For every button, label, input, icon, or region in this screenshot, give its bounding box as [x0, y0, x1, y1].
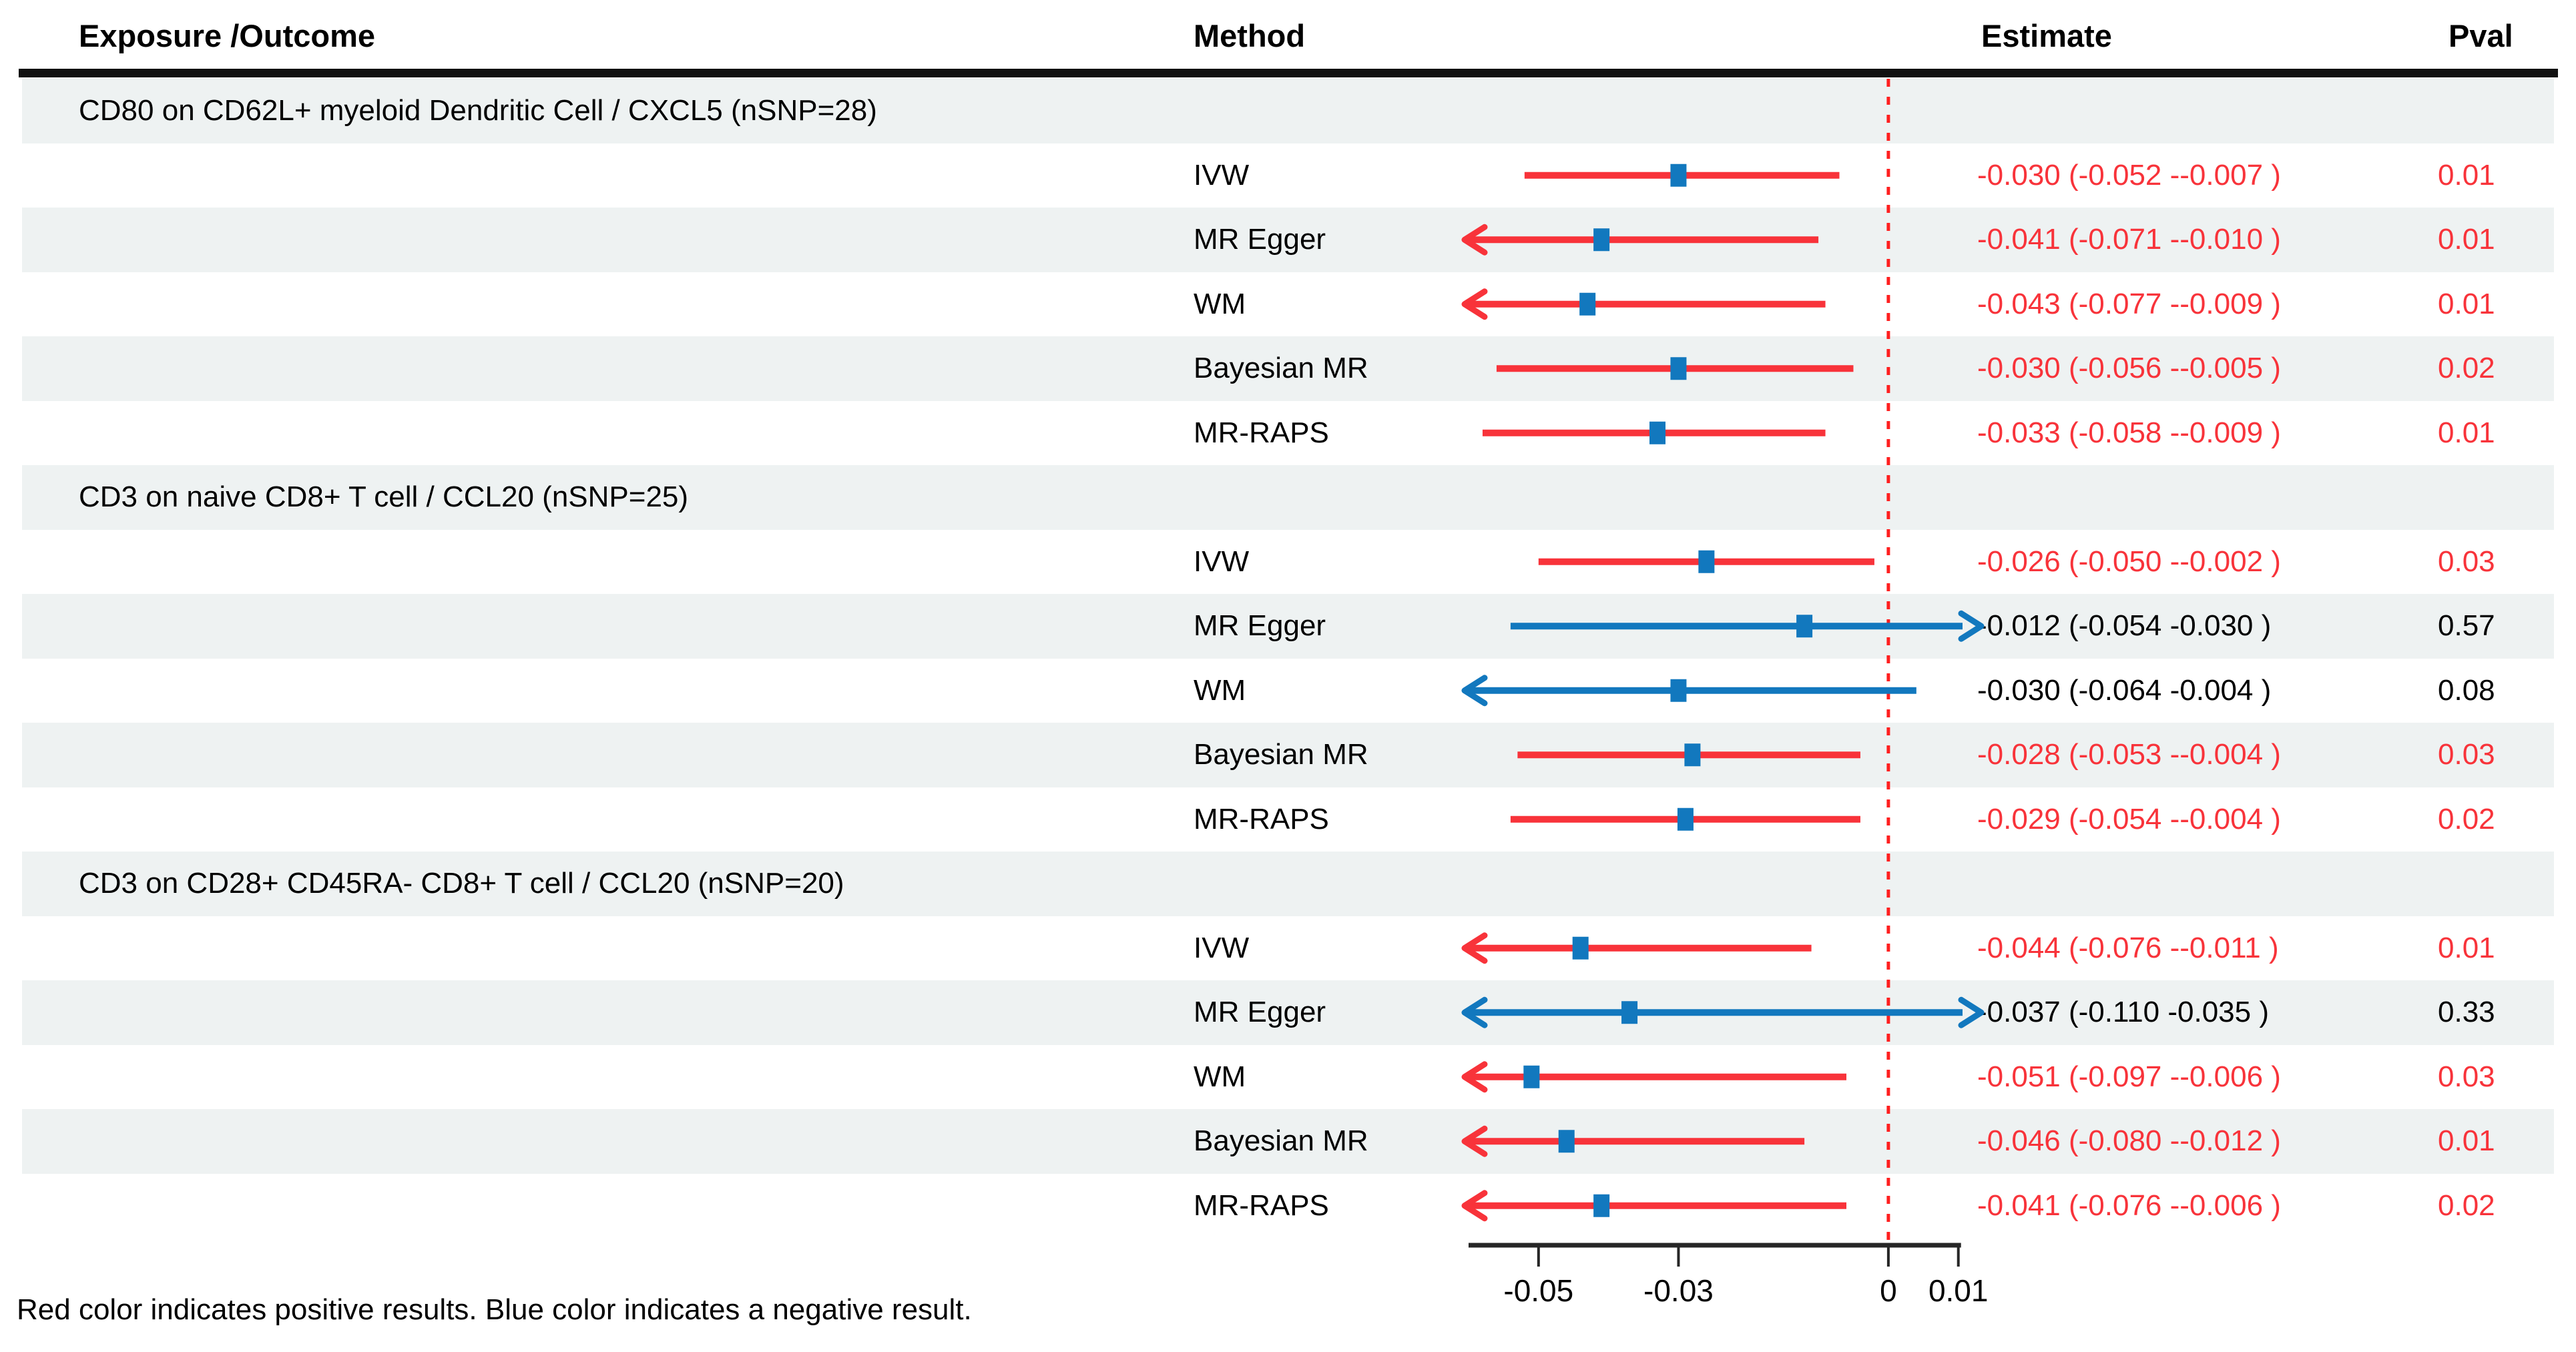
method-label: Bayesian MR [1194, 352, 1368, 384]
group-title-row: CD3 on naive CD8+ T cell / CCL20 (nSNP=2… [0, 465, 2576, 530]
pval-value: 0.01 [2438, 1124, 2495, 1157]
method-row: WM -0.030 (-0.064 -0.004 ) 0.08 [0, 659, 2576, 723]
pval-value: 0.03 [2438, 738, 2495, 771]
method-row: MR Egger -0.012 (-0.054 -0.030 ) 0.57 [0, 594, 2576, 659]
method-row: Bayesian MR -0.046 (-0.080 --0.012 ) 0.01 [0, 1109, 2576, 1174]
method-row: MR-RAPS -0.029 (-0.054 --0.004 ) 0.02 [0, 787, 2576, 852]
estimate-value: -0.046 (-0.080 --0.012 ) [1977, 1124, 2281, 1157]
estimate-value: -0.051 (-0.097 --0.006 ) [1977, 1060, 2281, 1093]
estimate-value: -0.030 (-0.056 --0.005 ) [1977, 352, 2281, 384]
estimate-value: -0.012 (-0.054 -0.030 ) [1977, 609, 2272, 642]
estimate-value: -0.041 (-0.076 --0.006 ) [1977, 1189, 2281, 1222]
pval-value: 0.01 [2438, 416, 2495, 449]
pval-value: 0.01 [2438, 287, 2495, 320]
figure-caption: Red color indicates positive results. Bl… [17, 1293, 972, 1326]
method-label: IVW [1194, 158, 1250, 192]
x-axis-tick-label: 0 [1880, 1273, 1897, 1308]
method-row: MR Egger -0.041 (-0.071 --0.010 ) 0.01 [0, 208, 2576, 272]
method-label: MR-RAPS [1194, 1189, 1329, 1222]
method-row: IVW -0.026 (-0.050 --0.002 ) 0.03 [0, 530, 2576, 595]
method-label: WM [1194, 287, 1246, 320]
group-title-label: CD3 on naive CD8+ T cell / CCL20 (nSNP=2… [79, 480, 689, 513]
method-row: MR-RAPS -0.041 (-0.076 --0.006 ) 0.02 [0, 1174, 2576, 1239]
column-header-method: Method [1194, 18, 1306, 53]
method-label: IVW [1194, 931, 1250, 964]
method-row: WM -0.043 (-0.077 --0.009 ) 0.01 [0, 272, 2576, 337]
method-label: Bayesian MR [1194, 1124, 1368, 1157]
x-axis-tick-label: 0.01 [1928, 1273, 1989, 1308]
estimate-value: -0.033 (-0.058 --0.009 ) [1977, 416, 2281, 449]
pval-value: 0.02 [2438, 352, 2495, 384]
pval-value: 0.08 [2438, 673, 2495, 707]
x-axis-tick-label: -0.03 [1643, 1273, 1714, 1308]
pval-value: 0.01 [2438, 158, 2495, 192]
method-label: Bayesian MR [1194, 738, 1368, 771]
group-title-label: CD3 on CD28+ CD45RA- CD8+ T cell / CCL20… [79, 867, 844, 900]
method-row: IVW -0.044 (-0.076 --0.011 ) 0.01 [0, 916, 2576, 981]
column-header-estimate: Estimate [1981, 18, 2112, 53]
column-header-pval: Pval [2449, 18, 2513, 53]
method-label: MR Egger [1194, 223, 1326, 256]
estimate-value: -0.026 (-0.050 --0.002 ) [1977, 545, 2281, 578]
header-divider [19, 69, 2558, 77]
pval-value: 0.02 [2438, 802, 2495, 835]
pval-value: 0.03 [2438, 1060, 2495, 1093]
estimate-value: -0.043 (-0.077 --0.009 ) [1977, 287, 2281, 320]
group-title-row: CD80 on CD62L+ myeloid Dendritic Cell / … [0, 79, 2576, 143]
pval-value: 0.57 [2438, 609, 2495, 642]
x-axis-tick-label: -0.05 [1503, 1273, 1573, 1308]
method-label: MR Egger [1194, 609, 1326, 642]
method-row: Bayesian MR -0.028 (-0.053 --0.004 ) 0.03 [0, 723, 2576, 787]
method-row: MR-RAPS -0.033 (-0.058 --0.009 ) 0.01 [0, 401, 2576, 466]
method-row: WM -0.051 (-0.097 --0.006 ) 0.03 [0, 1045, 2576, 1110]
estimate-value: -0.030 (-0.052 --0.007 ) [1977, 158, 2281, 192]
method-label: WM [1194, 673, 1246, 707]
method-row: Bayesian MR -0.030 (-0.056 --0.005 ) 0.02 [0, 336, 2576, 401]
group-title-label: CD80 on CD62L+ myeloid Dendritic Cell / … [79, 94, 877, 127]
pval-value: 0.01 [2438, 223, 2495, 256]
pval-value: 0.33 [2438, 996, 2495, 1028]
pval-value: 0.02 [2438, 1189, 2495, 1222]
estimate-value: -0.041 (-0.071 --0.010 ) [1977, 223, 2281, 256]
estimate-value: -0.029 (-0.054 --0.004 ) [1977, 802, 2281, 835]
pval-value: 0.01 [2438, 931, 2495, 964]
estimate-value: -0.028 (-0.053 --0.004 ) [1977, 738, 2281, 771]
method-label: MR Egger [1194, 996, 1326, 1028]
column-header-exposure-outcome: Exposure /Outcome [79, 18, 375, 53]
method-row: IVW -0.030 (-0.052 --0.007 ) 0.01 [0, 143, 2576, 208]
method-row: MR Egger -0.037 (-0.110 -0.035 ) 0.33 [0, 980, 2576, 1045]
estimate-value: -0.044 (-0.076 --0.011 ) [1977, 931, 2279, 964]
method-label: MR-RAPS [1194, 416, 1329, 449]
method-label: WM [1194, 1060, 1246, 1093]
group-title-row: CD3 on CD28+ CD45RA- CD8+ T cell / CCL20… [0, 852, 2576, 916]
method-label: IVW [1194, 545, 1250, 578]
estimate-value: -0.037 (-0.110 -0.035 ) [1977, 996, 2269, 1028]
estimate-value: -0.030 (-0.064 -0.004 ) [1977, 673, 2272, 707]
method-label: MR-RAPS [1194, 802, 1329, 835]
pval-value: 0.03 [2438, 545, 2495, 578]
